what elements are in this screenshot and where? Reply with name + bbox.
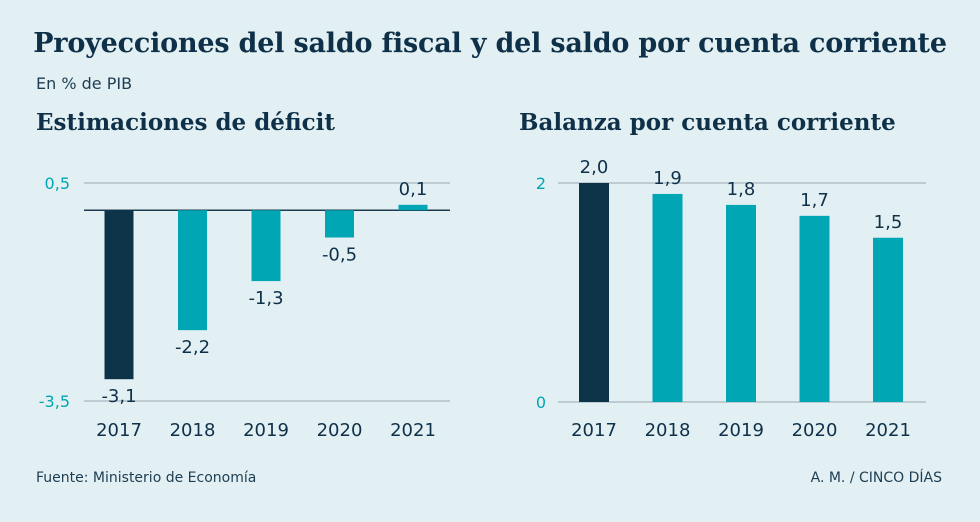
value-label: 1,9 xyxy=(653,168,682,189)
value-label: 0,1 xyxy=(399,179,428,200)
source-note: Fuente: Ministerio de Economía xyxy=(36,470,257,486)
bar-2017 xyxy=(104,210,134,380)
bar-2019 xyxy=(251,210,281,282)
value-label: -1,3 xyxy=(248,288,283,309)
bar-2018 xyxy=(178,210,207,331)
value-label: -2,2 xyxy=(175,337,210,358)
credit-note: A. M. / CINCO DÍAS xyxy=(810,470,942,486)
y-tick-label: 2 xyxy=(536,174,546,193)
bar-2021 xyxy=(398,204,428,211)
x-tick-label: 2018 xyxy=(645,420,691,441)
x-tick-label: 2021 xyxy=(390,420,436,441)
panel-title-current-account: Balanza por cuenta corriente xyxy=(519,109,896,136)
bar-2017 xyxy=(579,183,609,402)
x-tick-label: 2019 xyxy=(718,420,764,441)
x-tick-label: 2017 xyxy=(571,420,617,441)
bar-2021 xyxy=(873,237,903,402)
value-label: 1,5 xyxy=(874,212,903,233)
x-tick-label: 2021 xyxy=(865,420,911,441)
chart-subtitle: En % de PIB xyxy=(36,74,133,93)
bar-2020 xyxy=(325,210,354,238)
y-tick-label: 0 xyxy=(536,393,546,412)
bar-2020 xyxy=(799,215,830,402)
x-tick-label: 2019 xyxy=(243,420,289,441)
x-tick-label: 2018 xyxy=(170,420,216,441)
panel-title-deficit: Estimaciones de déficit xyxy=(36,109,335,136)
value-label: 2,0 xyxy=(580,157,609,178)
value-label: 1,7 xyxy=(800,190,829,211)
value-label: 1,8 xyxy=(727,179,756,200)
y-tick-label: -3,5 xyxy=(39,392,70,411)
x-tick-label: 2020 xyxy=(792,420,838,441)
value-label: -0,5 xyxy=(322,245,357,266)
y-tick-label: 0,5 xyxy=(45,174,70,193)
bar-2019 xyxy=(726,204,756,402)
x-tick-label: 2020 xyxy=(317,420,363,441)
value-label: -3,1 xyxy=(101,386,136,407)
x-tick-label: 2017 xyxy=(96,420,142,441)
chart-title: Proyecciones del saldo fiscal y del sald… xyxy=(33,28,947,59)
bar-2018 xyxy=(652,193,683,402)
